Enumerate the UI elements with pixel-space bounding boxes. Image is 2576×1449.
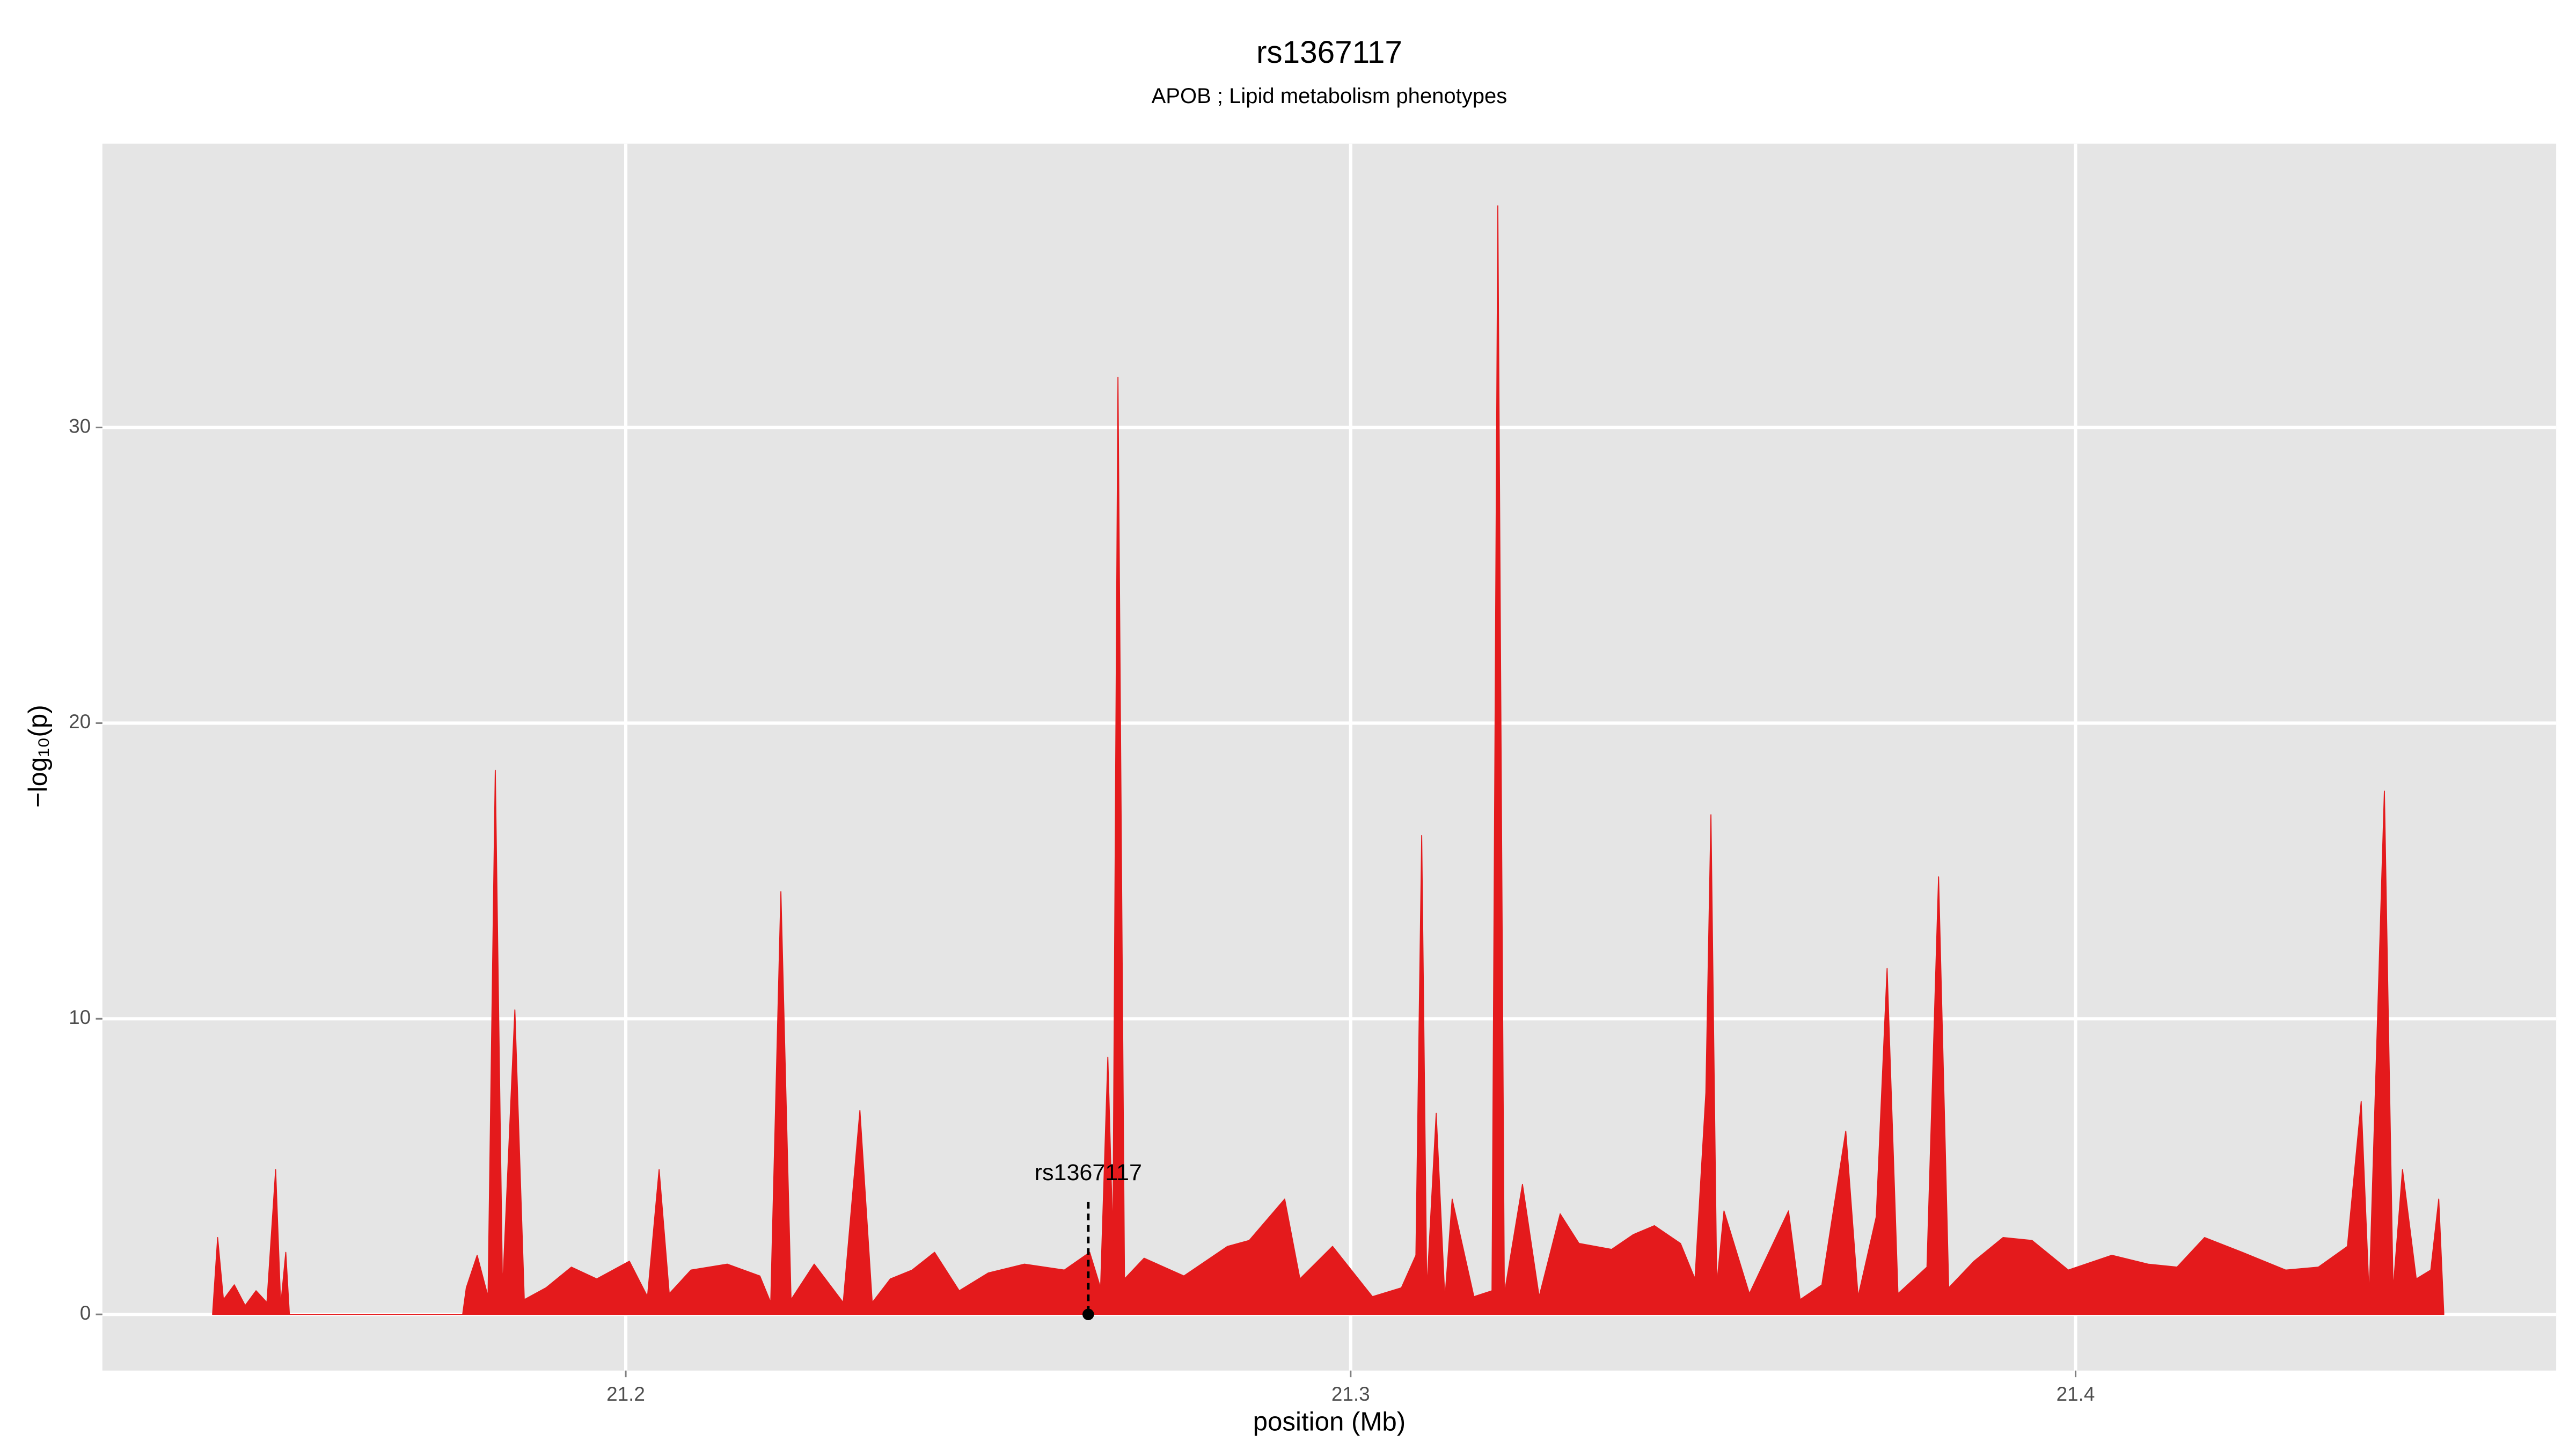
annotation-label: rs1367117 xyxy=(1035,1160,1142,1185)
chart-title: rs1367117 xyxy=(1256,35,1402,70)
y-tick-label: 20 xyxy=(69,711,91,733)
x-tick-label: 21.2 xyxy=(606,1383,645,1405)
plot-panel xyxy=(102,143,2557,1371)
y-tick-label: 10 xyxy=(69,1006,91,1028)
annotation-point xyxy=(1082,1308,1094,1320)
x-tick-label: 21.3 xyxy=(1331,1383,1370,1405)
area xyxy=(212,205,2445,1315)
y-tick-label: 0 xyxy=(80,1302,91,1324)
y-tick-label: 30 xyxy=(69,415,91,437)
chart-subtitle: APOB ; Lipid metabolism phenotypes xyxy=(1152,84,1507,108)
y-axis-label: −log₁₀(p) xyxy=(23,705,53,808)
x-axis-label: position (Mb) xyxy=(1253,1407,1406,1436)
x-tick-label: 21.4 xyxy=(2057,1383,2095,1405)
